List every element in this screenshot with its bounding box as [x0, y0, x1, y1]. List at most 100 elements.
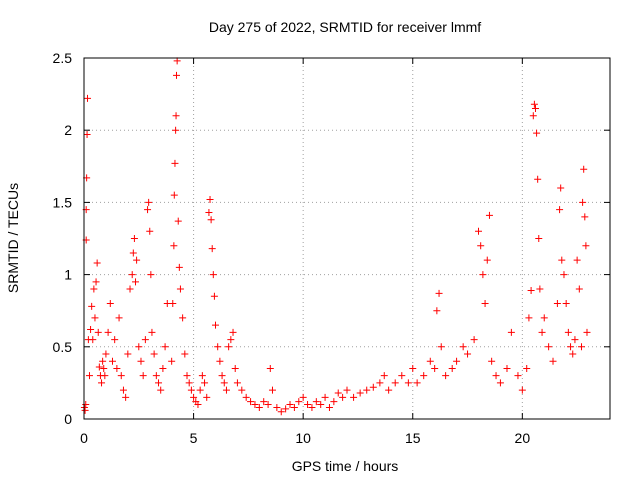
data-point — [286, 401, 294, 409]
data-point — [161, 343, 169, 351]
data-point — [238, 386, 246, 394]
data-point — [129, 249, 137, 257]
data-point — [475, 227, 482, 235]
data-point — [529, 112, 537, 120]
data-point — [523, 364, 531, 372]
data-point — [580, 165, 588, 173]
data-point — [579, 198, 587, 206]
data-point — [100, 364, 108, 372]
data-point — [538, 328, 546, 336]
data-point — [209, 271, 217, 279]
data-point — [81, 406, 89, 414]
data-point — [220, 379, 228, 387]
data-point — [212, 321, 219, 329]
data-point — [391, 379, 399, 387]
data-point — [567, 343, 575, 351]
data-point — [179, 314, 187, 322]
data-point — [111, 336, 119, 344]
data-point — [488, 357, 496, 365]
data-point — [170, 242, 178, 250]
data-points-layer — [80, 57, 591, 416]
data-point — [198, 372, 206, 380]
data-point — [503, 364, 511, 372]
y-tick-label: 0.5 — [53, 339, 73, 355]
data-point — [479, 271, 487, 279]
data-point — [194, 401, 202, 409]
data-point — [413, 379, 421, 387]
data-point — [159, 364, 167, 372]
data-point — [343, 386, 351, 394]
x-tick-label: 20 — [515, 430, 531, 446]
data-point — [483, 256, 491, 264]
data-point — [409, 364, 417, 372]
data-point — [82, 401, 90, 409]
data-point — [214, 343, 222, 351]
data-point — [404, 379, 412, 387]
x-tick-label: 15 — [405, 430, 421, 446]
data-point — [442, 372, 450, 380]
data-point — [124, 350, 132, 358]
data-point — [102, 350, 110, 358]
data-point — [549, 357, 557, 365]
data-point — [295, 398, 303, 406]
y-tick-label: 1.5 — [53, 194, 73, 210]
data-point — [183, 372, 191, 380]
data-point — [126, 285, 134, 293]
data-point — [363, 386, 371, 394]
data-point — [216, 357, 224, 365]
chart-title: Day 275 of 2022, SRMTID for receiver lmm… — [209, 19, 481, 35]
data-point — [84, 94, 92, 102]
data-point — [92, 278, 100, 286]
data-point — [398, 372, 406, 380]
data-point — [420, 372, 428, 380]
data-point — [492, 372, 500, 380]
data-point — [130, 235, 138, 242]
data-point — [141, 336, 149, 344]
data-point — [229, 328, 237, 336]
data-point — [277, 408, 285, 416]
y-axis-label: SRMTID / TECUs — [5, 183, 21, 293]
data-point — [562, 299, 570, 307]
data-point — [560, 271, 568, 279]
data-point — [569, 350, 577, 358]
data-point — [571, 336, 579, 344]
data-point — [206, 196, 214, 204]
data-point — [527, 286, 535, 294]
data-point — [169, 299, 177, 307]
data-point — [171, 159, 179, 167]
data-point — [350, 393, 358, 401]
data-point — [98, 379, 106, 387]
data-point — [145, 198, 153, 206]
data-point — [255, 403, 263, 411]
data-point — [95, 363, 103, 371]
plot-frame — [83, 57, 611, 420]
data-point — [218, 372, 226, 380]
data-point — [132, 278, 140, 286]
data-point — [172, 71, 180, 79]
data-point — [196, 386, 204, 394]
data-point — [514, 372, 522, 380]
data-point — [575, 285, 583, 293]
data-point — [518, 386, 526, 394]
data-point — [369, 383, 377, 391]
data-point — [201, 379, 209, 387]
data-point — [91, 314, 99, 322]
data-point — [93, 259, 101, 267]
data-point — [106, 299, 114, 307]
data-point — [299, 393, 307, 401]
data-point — [273, 403, 281, 411]
data-point — [268, 386, 276, 394]
data-point — [117, 372, 125, 380]
data-point — [485, 211, 493, 219]
data-point — [260, 398, 268, 406]
data-point — [168, 357, 176, 365]
data-point — [122, 393, 130, 401]
data-point — [533, 129, 541, 137]
data-point — [321, 393, 329, 401]
data-point — [448, 364, 456, 372]
data-point — [152, 372, 160, 380]
data-point — [290, 403, 298, 411]
data-point — [172, 112, 180, 120]
